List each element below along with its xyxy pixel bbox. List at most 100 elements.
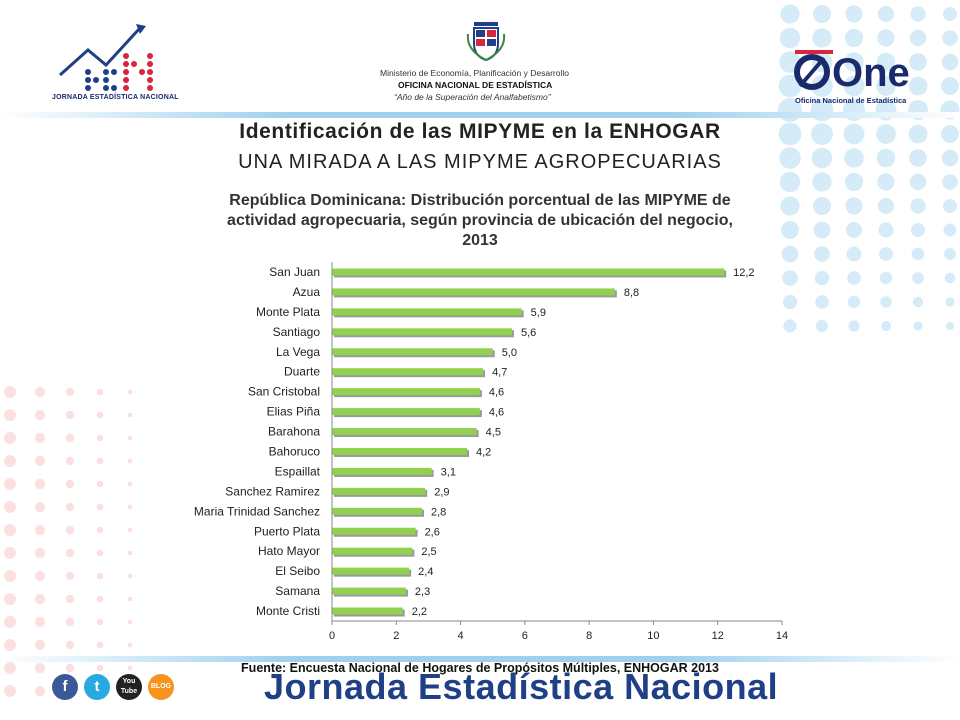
data-label: 4,5 (486, 427, 501, 439)
bg-dot (844, 148, 864, 168)
bg-dot (782, 270, 798, 286)
bg-dot (876, 76, 896, 96)
bg-dot (34, 455, 46, 467)
x-tick-label: 14 (776, 630, 788, 642)
bg-dot (34, 386, 46, 398)
bg-dot (4, 570, 16, 582)
bg-dot (65, 525, 75, 535)
bg-dot (65, 617, 75, 627)
bg-dot (941, 149, 959, 167)
category-label: Sanchez Ramirez (225, 484, 320, 498)
bar (332, 408, 480, 416)
bg-dot (65, 663, 75, 673)
bg-dot (847, 295, 861, 309)
bg-dot (4, 616, 16, 628)
footer-divider (0, 656, 960, 662)
category-label: San Juan (269, 265, 320, 279)
bg-dot (779, 147, 801, 169)
bg-dot (127, 642, 133, 648)
data-label: 5,6 (521, 327, 536, 339)
bg-dot (4, 524, 16, 536)
bar (332, 268, 725, 276)
x-tick-label: 0 (329, 630, 335, 642)
bg-dot (876, 52, 896, 72)
page-subtitle: UNA MIRADA A LAS MIPYME AGROPECUARIAS (238, 151, 722, 173)
bg-dot (96, 549, 104, 557)
youtube-icon[interactable]: You Tube (116, 674, 142, 700)
bar (332, 607, 403, 615)
bg-dot (846, 246, 862, 262)
bar (332, 368, 484, 376)
bg-dot (941, 125, 959, 143)
bg-dot (783, 319, 797, 333)
category-label: La Vega (276, 345, 320, 359)
category-label: Maria Trinidad Sanchez (194, 504, 320, 518)
bg-dot (96, 434, 104, 442)
bg-dot (811, 147, 833, 169)
blog-icon[interactable]: BLOG (148, 674, 174, 700)
twitter-icon[interactable]: t (84, 674, 110, 700)
bg-dot (780, 4, 800, 24)
x-tick-label: 4 (458, 630, 464, 642)
bg-dot (812, 4, 832, 24)
bg-dot (945, 321, 955, 331)
data-label: 4,6 (489, 387, 504, 399)
bg-dot (127, 596, 133, 602)
bg-dot (909, 173, 927, 191)
bg-dot (941, 77, 959, 95)
one-logo-subtitle: Oficina Nacional de Estadística (795, 96, 907, 105)
bg-dot (941, 53, 959, 71)
bg-dot (4, 432, 16, 444)
data-label: 5,9 (531, 307, 546, 319)
page-title: Identificación de las MIPYME en la ENHOG… (239, 120, 721, 143)
data-label: 12,2 (733, 267, 754, 279)
data-label: 2,3 (415, 586, 430, 598)
bar (332, 328, 512, 336)
x-tick-label: 12 (712, 630, 724, 642)
jornada-estadistica-logo (59, 24, 153, 91)
bg-dot (34, 639, 46, 651)
bg-dot (4, 547, 16, 559)
bg-dot (34, 409, 46, 421)
bg-dot (814, 246, 830, 262)
category-label: Duarte (284, 365, 320, 379)
category-label: Monte Plata (256, 305, 320, 319)
bg-dot (942, 198, 958, 214)
bg-dot (880, 296, 892, 308)
bg-dot (127, 527, 133, 533)
bg-dot (65, 410, 75, 420)
bg-dot (65, 387, 75, 397)
bg-dot (942, 6, 958, 22)
bg-dot (34, 547, 46, 559)
bg-dot (127, 435, 133, 441)
bg-dot (65, 571, 75, 581)
bg-dot (879, 271, 893, 285)
bg-dot (812, 172, 832, 192)
bg-dot (877, 197, 895, 215)
data-label: 2,6 (425, 526, 440, 538)
bg-dot (96, 664, 104, 672)
bg-dot (65, 456, 75, 466)
bg-dot (843, 75, 865, 97)
bg-dot (782, 294, 798, 310)
x-tick-label: 10 (647, 630, 659, 642)
data-label: 8,8 (624, 287, 639, 299)
bg-dot (34, 570, 46, 582)
bg-dot (880, 320, 892, 332)
x-tick-label: 2 (393, 630, 399, 642)
bg-dot (65, 594, 75, 604)
bg-dot (908, 124, 928, 144)
footer-brand: Jornada Estadística Nacional (264, 666, 779, 707)
bg-dot (909, 29, 927, 47)
bg-dot (778, 74, 802, 98)
bg-dot (781, 245, 799, 263)
bg-dot (812, 28, 832, 48)
facebook-icon[interactable]: f (52, 674, 78, 700)
category-label: Samana (275, 584, 320, 598)
bg-dot (65, 479, 75, 489)
bg-dot (4, 409, 16, 421)
category-label: Bahoruco (269, 444, 321, 458)
bar (332, 288, 615, 296)
bar (332, 587, 406, 595)
